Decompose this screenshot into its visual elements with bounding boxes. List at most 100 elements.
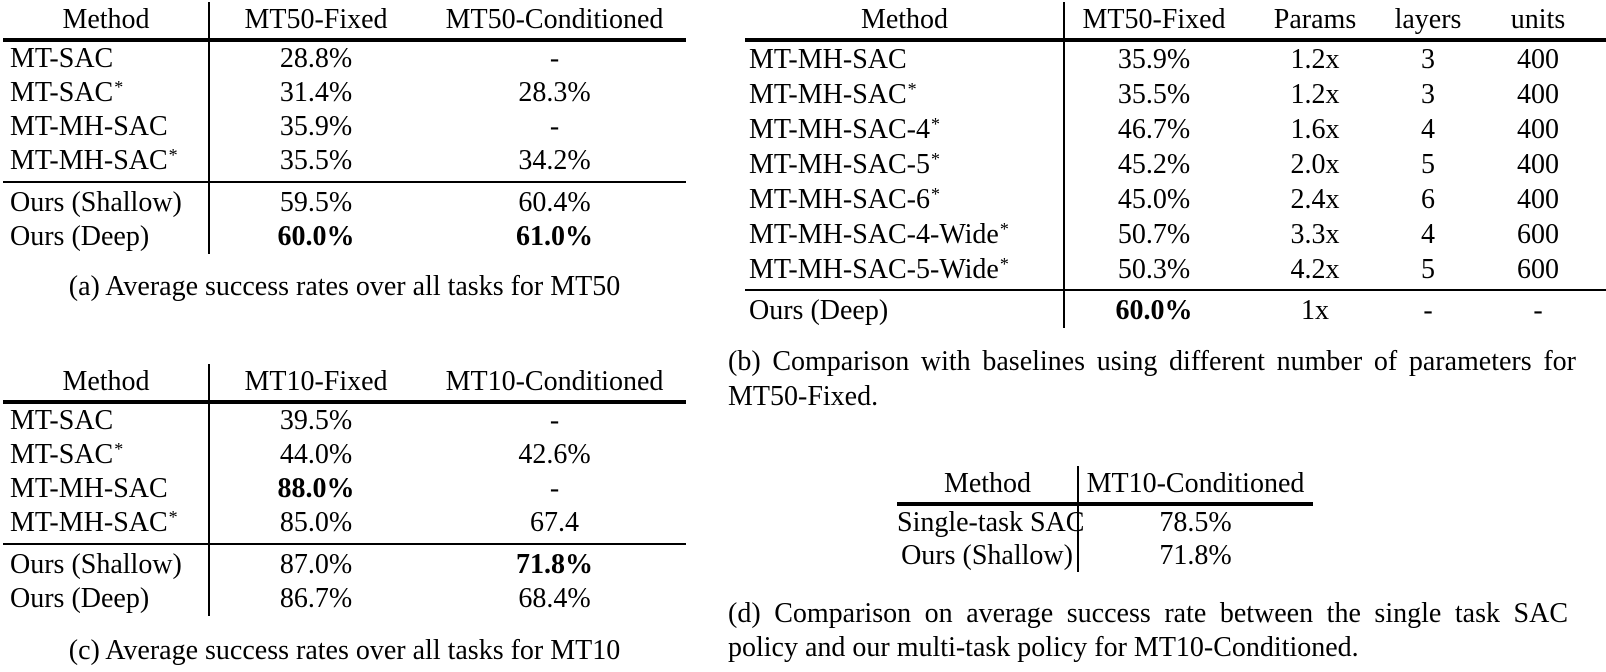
value-cell: 44.0% [279, 439, 353, 470]
value-cell: 31.4% [279, 77, 353, 108]
value-cell: - [549, 473, 560, 504]
superscript-asterisk [149, 583, 150, 603]
value-cell: 60.0% [1115, 294, 1193, 326]
superscript-asterisk: * [114, 77, 124, 97]
method-name: MT-SAC [10, 77, 114, 108]
superscript-asterisk [1073, 540, 1074, 560]
caption-d: (d) Comparison on average success rate b… [728, 598, 1568, 663]
superscript-asterisk: * [931, 183, 940, 204]
superscript-asterisk: * [999, 253, 1009, 274]
column-separator [1077, 466, 1079, 572]
column-header-mt50-conditioned: MT50-Conditioned [445, 4, 664, 35]
column-header-mt50-fixed: MT50-Fixed [244, 4, 388, 35]
value-cell: 35.9% [279, 111, 353, 142]
value-cell: 5 [1421, 148, 1435, 180]
method-name: Ours (Shallow) [901, 539, 1073, 571]
value-cell: 78.5% [1159, 506, 1232, 538]
value-cell: 2.0x [1290, 148, 1340, 180]
header-rule [745, 38, 1606, 42]
superscript-asterisk [907, 44, 908, 64]
column-header-layers: layers [1394, 4, 1462, 35]
table-row: MT-MH-SAC* 35.5% 34.2% [3, 144, 686, 178]
value-cell: - [549, 111, 560, 142]
value-cell: 2.4x [1290, 183, 1340, 215]
value-cell: 1.6x [1290, 113, 1340, 145]
table-header-row: Method MT10-Fixed MT10-Conditioned [3, 364, 686, 400]
table-row: MT-MH-SAC-6* 45.0% 2.4x 6 400 [745, 182, 1606, 217]
value-cell: - [549, 405, 560, 436]
superscript-asterisk [113, 405, 114, 425]
column-header-units: units [1510, 4, 1566, 35]
value-cell: 400 [1517, 113, 1559, 145]
method-cell: Ours (Shallow) [897, 540, 1078, 572]
table-row: Ours (Deep) 86.7% 68.4% [3, 582, 686, 616]
table-header-row: Method MT50-Fixed Params layers units [745, 2, 1606, 38]
value-cell: 400 [1517, 43, 1559, 75]
table-row: MT-MH-SAC* 85.0% 67.4 [3, 506, 686, 540]
method-name: Ours (Deep) [10, 221, 150, 252]
method-cell: MT-MH-SAC [3, 473, 209, 505]
value-cell: 50.7% [1117, 218, 1191, 250]
column-header-mt10-conditioned: MT10-Conditioned [1086, 468, 1305, 499]
column-header-mt10-conditioned: MT10-Conditioned [445, 366, 664, 397]
caption-c: (c) Average success rates over all tasks… [68, 635, 621, 666]
method-cell: MT-MH-SAC-4-Wide* [745, 219, 1064, 251]
value-cell: 400 [1517, 183, 1559, 215]
value-cell: 71.8% [1159, 539, 1232, 571]
method-name: MT-MH-SAC [10, 507, 168, 538]
method-name: MT-MH-SAC [10, 111, 168, 142]
method-name: MT-SAC [10, 43, 114, 74]
method-cell: Ours (Shallow) [3, 549, 209, 581]
table-row: Ours (Shallow) 59.5% 60.4% [3, 186, 686, 220]
table-row: MT-MH-SAC 35.9% 1.2x 3 400 [745, 42, 1606, 77]
table-row: MT-MH-SAC 35.9% - [3, 110, 686, 144]
table-row: Single-task SAC 78.5% [897, 506, 1313, 539]
value-cell: 28.8% [279, 43, 353, 74]
table-header-row: Method MT50-Fixed MT50-Conditioned [3, 2, 686, 38]
superscript-asterisk [182, 549, 183, 569]
value-cell: 35.5% [1117, 78, 1191, 110]
section-rule [3, 543, 686, 545]
value-cell: 600 [1517, 253, 1559, 285]
method-name: MT-MH-SAC-6 [749, 183, 930, 215]
value-cell: 1.2x [1290, 43, 1340, 75]
column-header-method: Method [62, 366, 150, 397]
method-cell: MT-MH-SAC [3, 111, 209, 143]
superscript-asterisk [149, 221, 150, 241]
table-row: MT-MH-SAC-5-Wide* 50.3% 4.2x 5 600 [745, 252, 1606, 287]
method-name: Single-task SAC [897, 506, 1085, 538]
superscript-asterisk: * [931, 113, 940, 134]
method-name: MT-MH-SAC-4-Wide [749, 218, 999, 250]
value-cell: 1.2x [1290, 78, 1340, 110]
superscript-asterisk [113, 43, 114, 63]
column-separator [1063, 2, 1065, 328]
caption-b: (b) Comparison with baselines using diff… [728, 346, 1576, 412]
table-row: MT-MH-SAC-4* 46.7% 1.6x 4 400 [745, 112, 1606, 147]
header-rule [897, 502, 1313, 506]
superscript-asterisk [182, 187, 183, 207]
value-cell: 68.4% [518, 583, 591, 614]
method-cell: MT-SAC [3, 43, 209, 75]
method-cell: MT-SAC [3, 405, 209, 437]
method-name: MT-MH-SAC [10, 473, 168, 504]
method-cell: Ours (Deep) [3, 221, 209, 253]
value-cell: 35.9% [1117, 43, 1191, 75]
table-row: Ours (Shallow) 71.8% [897, 539, 1313, 572]
value-cell: 4.2x [1290, 253, 1340, 285]
value-cell: 400 [1517, 148, 1559, 180]
header-rule [3, 400, 686, 404]
superscript-asterisk [168, 473, 169, 493]
column-header-mt10-fixed: MT10-Fixed [244, 366, 388, 397]
method-name: MT-SAC [10, 439, 114, 470]
method-cell: MT-MH-SAC* [3, 507, 209, 539]
method-name: Ours (Shallow) [10, 549, 182, 580]
value-cell: 67.4 [530, 507, 579, 538]
table-row: Ours (Shallow) 87.0% 71.8% [3, 548, 686, 582]
method-cell: MT-MH-SAC-4* [745, 114, 1064, 146]
column-separator [208, 364, 210, 616]
method-name: MT-SAC [10, 405, 114, 436]
method-cell: MT-SAC* [3, 77, 209, 109]
table-row: MT-MH-SAC* 35.5% 1.2x 3 400 [745, 77, 1606, 112]
header-rule [3, 38, 686, 42]
